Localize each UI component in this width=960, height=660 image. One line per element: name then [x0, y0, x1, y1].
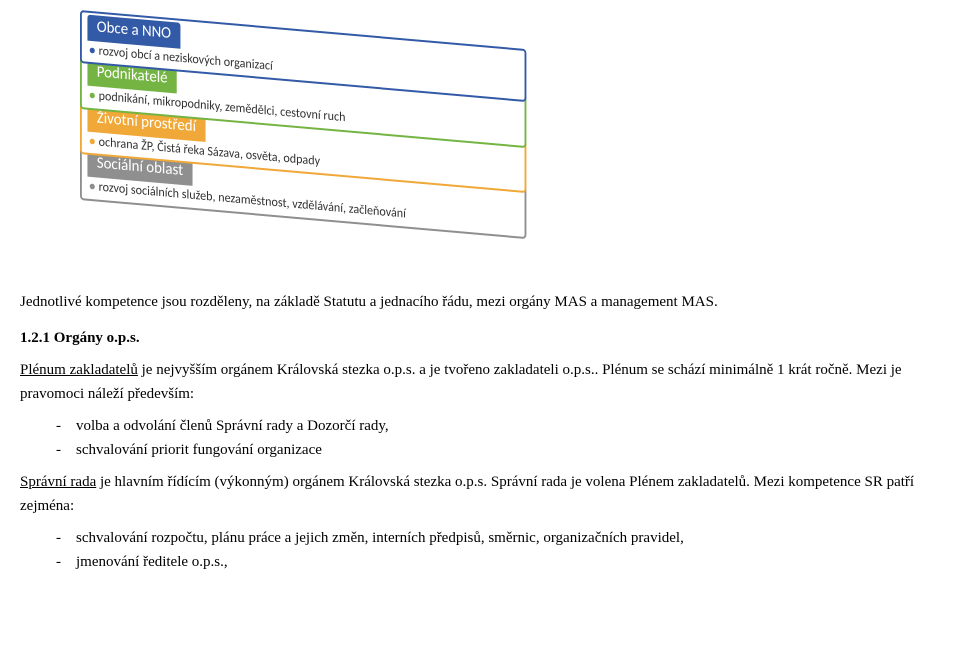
plenum-paragraph: Plénum zakladatelů je nejvyšším orgánem …: [20, 358, 940, 406]
list-item: jmenování ředitele o.p.s.,: [76, 550, 940, 574]
list-item: schvalování rozpočtu, plánu práce a jeji…: [76, 526, 940, 550]
body-text: Jednotlivé kompetence jsou rozděleny, na…: [20, 290, 940, 582]
rada-text: je hlavním řídícím (výkonným) orgánem Kr…: [20, 474, 914, 514]
section-heading: 1.2.1 Orgány o.p.s.: [20, 326, 940, 350]
rada-paragraph: Správní rada je hlavním řídícím (výkonný…: [20, 470, 940, 518]
list-item: schvalování priorit fungování organizace: [76, 438, 940, 462]
plenum-label: Plénum zakladatelů: [20, 362, 138, 378]
intro-paragraph: Jednotlivé kompetence jsou rozděleny, na…: [20, 290, 940, 314]
page-root: Obce a NNOrozvoj obcí a neziskových orga…: [0, 0, 960, 660]
list-item: volba a odvolání členů Správní rady a Do…: [76, 414, 940, 438]
plenum-bullets: volba a odvolání členů Správní rady a Do…: [20, 414, 940, 462]
plenum-text: je nejvyšším orgánem Královská stezka o.…: [20, 362, 902, 402]
diagram-item-desc: rozvoj sociálních služeb, nezaměstnost, …: [93, 179, 517, 232]
rada-bullets: schvalování rozpočtu, plánu práce a jeji…: [20, 526, 940, 574]
stacked-diagram: Obce a NNOrozvoj obcí a neziskových orga…: [80, 10, 526, 299]
rada-label: Správní rada: [20, 474, 96, 490]
